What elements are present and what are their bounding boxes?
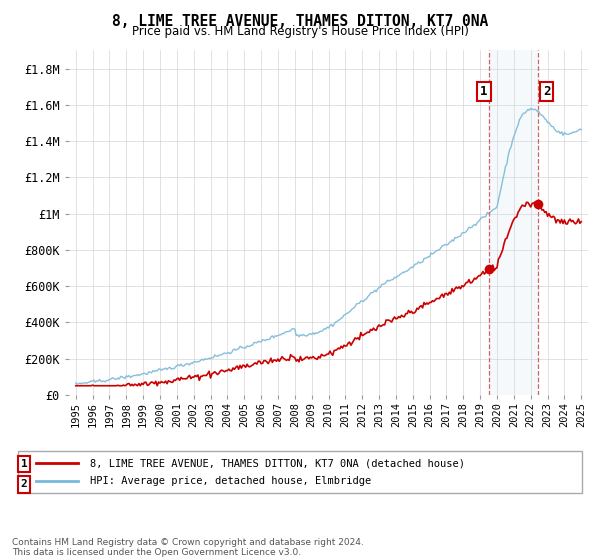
Text: 2: 2 xyxy=(20,479,28,489)
Text: 11-JUL-2019: 11-JUL-2019 xyxy=(60,459,134,469)
Text: Price paid vs. HM Land Registry's House Price Index (HPI): Price paid vs. HM Land Registry's House … xyxy=(131,25,469,38)
Text: 8, LIME TREE AVENUE, THAMES DITTON, KT7 0NA (detached house): 8, LIME TREE AVENUE, THAMES DITTON, KT7 … xyxy=(90,459,465,468)
Text: £1,050,000: £1,050,000 xyxy=(210,479,277,489)
Text: 09-JUN-2022: 09-JUN-2022 xyxy=(60,479,134,489)
Text: HPI: Average price, detached house, Elmbridge: HPI: Average price, detached house, Elmb… xyxy=(90,476,371,486)
Text: 42% ↓ HPI: 42% ↓ HPI xyxy=(360,459,421,469)
Text: Contains HM Land Registry data © Crown copyright and database right 2024.
This d: Contains HM Land Registry data © Crown c… xyxy=(12,538,364,557)
Text: 27% ↓ HPI: 27% ↓ HPI xyxy=(360,479,421,489)
Text: 1: 1 xyxy=(480,85,488,98)
Text: £695,000: £695,000 xyxy=(210,459,264,469)
Text: 2: 2 xyxy=(543,85,550,98)
Text: 8, LIME TREE AVENUE, THAMES DITTON, KT7 0NA: 8, LIME TREE AVENUE, THAMES DITTON, KT7 … xyxy=(112,14,488,29)
Text: 1: 1 xyxy=(20,459,28,469)
Bar xyxy=(489,50,538,395)
